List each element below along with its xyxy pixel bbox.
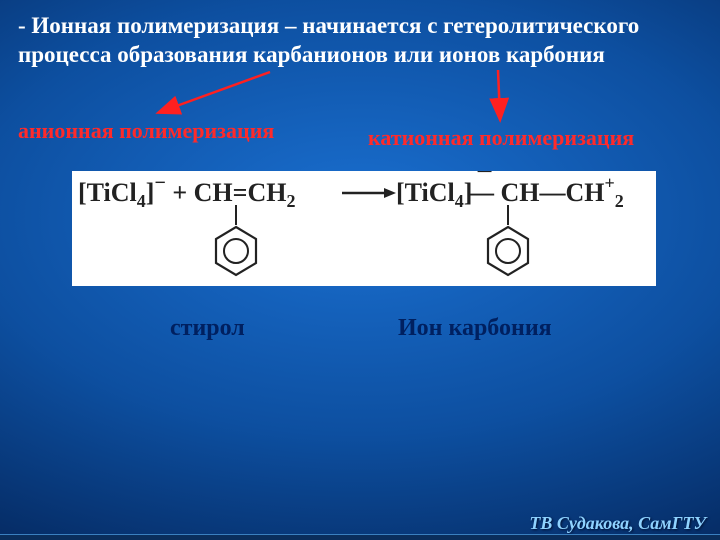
styrene-label: стирол [170,315,245,342]
carbcation-label: Ион карбония [398,315,552,342]
bottom-border [0,534,720,540]
slide-title: - Ионная полимеризация – начинается с ге… [18,12,702,70]
cationic-label: катионная полимеризация [368,125,634,151]
arrow-right [498,70,500,118]
formula-svg: [TiCl4]− + CH=CH2 [TiCl4] − — CH—CH+2 [72,171,656,286]
formula-right-chain: — CH—CH+2 [467,173,624,211]
formula-box: [TiCl4]− + CH=CH2 [TiCl4] − — CH—CH+2 [72,171,656,286]
anionic-label: анионная полимеризация [18,118,274,144]
footer-text: ТВ Судакова, СамГТУ [529,513,706,534]
arrow-left [160,72,270,112]
slide: - Ионная полимеризация – начинается с ге… [0,0,720,540]
formula-right: [TiCl4] [396,178,472,211]
formula-left: [TiCl4]− + CH=CH2 [78,172,295,211]
benzene-ring-right [488,227,528,275]
benzene-ring-left [216,227,256,275]
reaction-arrow-head [384,188,396,198]
